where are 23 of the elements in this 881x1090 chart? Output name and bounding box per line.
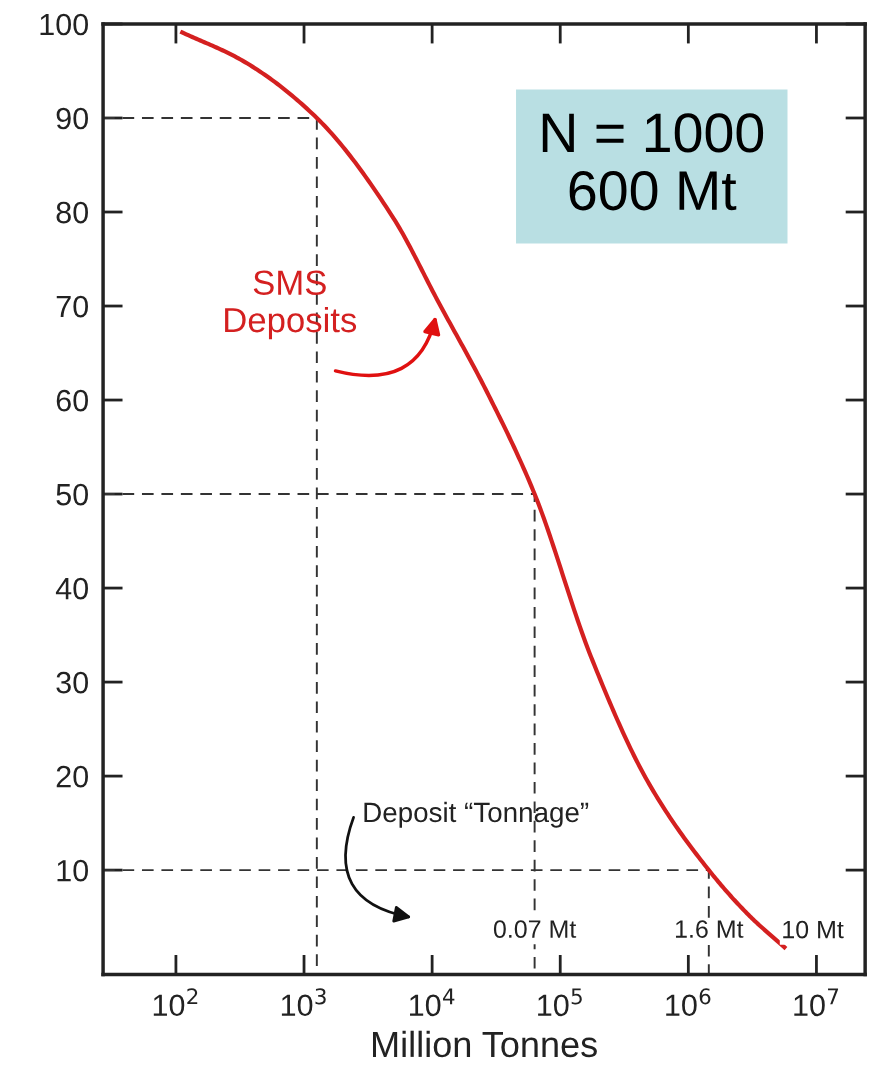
annotation: N = 1000 600 Mt [542, 113, 764, 211]
x-tick-label: 10$^{2}$ [153, 988, 198, 1017]
y-tick-label: 40 [55, 577, 88, 600]
y-tick-label: 100 [40, 13, 88, 36]
y-tick-label: 10 [57, 859, 88, 882]
annotation: 1.6 Mt [675, 920, 744, 938]
y-tick-label: 20 [56, 765, 88, 788]
annotation: 10 Mt [783, 920, 844, 939]
y-tick-label: 90 [56, 107, 88, 130]
y-tick-label: 80 [56, 201, 88, 224]
y-tick-label: 60 [56, 389, 88, 412]
y-tick-label: 30 [56, 671, 88, 694]
annotation: Deposit “Tonnage” [364, 801, 589, 828]
annotation: SMS Deposits [225, 270, 357, 340]
annotation: 0.07 Mt [493, 920, 577, 938]
x-tick-label: 10$^{4}$ [410, 988, 455, 1017]
y-tick-label: 70 [56, 295, 88, 318]
x-tick-label: 10$^{7}$ [794, 988, 839, 1017]
y-tick-label: 50 [56, 483, 88, 506]
x-tick-label: 10$^{3}$ [281, 988, 326, 1017]
x-tick-label: 10$^{5}$ [538, 988, 582, 1017]
x-axis-title: Million Tonnes [372, 1030, 597, 1058]
x-tick-label: 10$^{6}$ [666, 988, 711, 1017]
